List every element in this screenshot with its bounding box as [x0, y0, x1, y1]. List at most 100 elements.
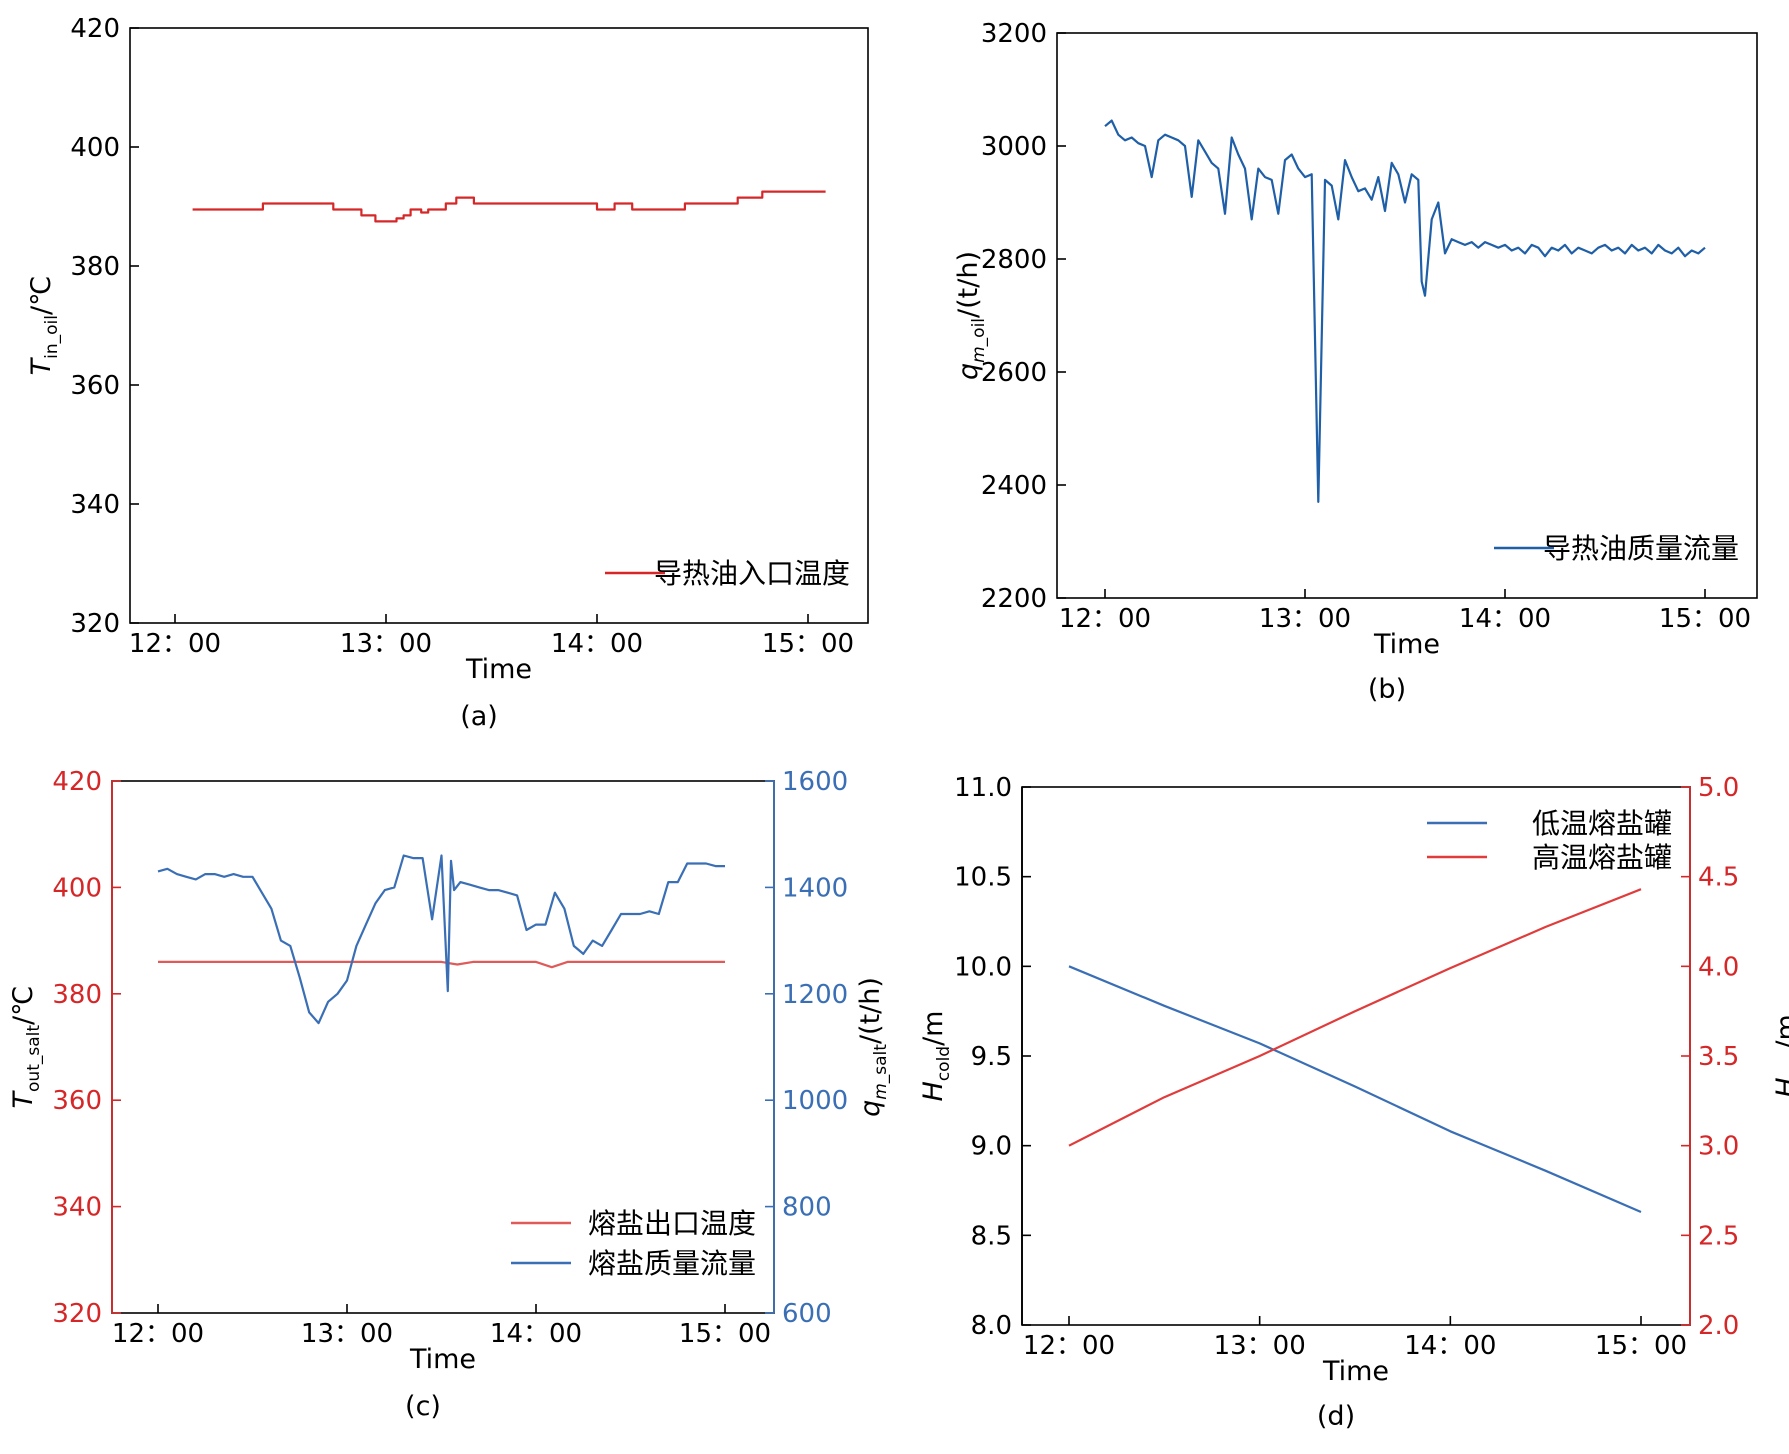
x-axis-ticks: 12：00 13：00 14：00 15：00: [1059, 589, 1751, 634]
x-axis-ticks: 12：00 13：00 14：00 15：00: [1023, 1316, 1687, 1361]
y-tick-label: 380: [52, 980, 102, 1010]
y-tick-label: 8.0: [971, 1311, 1012, 1341]
legend-label-2: 熔盐质量流量: [588, 1247, 756, 1280]
y-tick-label: 2600: [981, 358, 1047, 388]
axis-title-subscript: out_salt: [24, 1025, 44, 1092]
x-axis-title: Time: [1322, 1356, 1389, 1387]
x-axis-title: Time: [1373, 629, 1440, 660]
x-axis-ticks: 12：00 13：00 14：00 15：00: [129, 614, 854, 659]
y-tick-label-right: 4.5: [1698, 863, 1739, 893]
x-tick-label: 13：00: [1214, 1331, 1306, 1361]
axis-title-unit: /m: [918, 1011, 949, 1046]
chart-panel-3: 12：00 13：00 14：00 15：00 Time 320 340 360 380 400 4…: [8, 767, 891, 1422]
y-tick-label: 400: [70, 133, 120, 163]
series-line-1: [1068, 965, 1642, 1214]
y-tick-label: 380: [70, 252, 120, 282]
axis-title-unit: /(t/h): [855, 977, 886, 1044]
y-tick-label: 3200: [981, 19, 1047, 49]
axis-title-symbol: T: [26, 356, 57, 375]
axis-title-symbol: H: [918, 1081, 949, 1101]
chart-panel-4: 12：00 13：00 14：00 15：00 Time 8.0 8.5 9.0 9.5 10.0…: [918, 773, 1789, 1432]
plot-frame: [129, 27, 869, 624]
x-tick-label: 15：00: [679, 1319, 771, 1349]
axis-title-unit: /℃: [26, 276, 57, 315]
axis-title-unit: /℃: [8, 986, 39, 1025]
y-tick-label: 360: [70, 371, 120, 401]
axis-title-symbol: T: [8, 1089, 39, 1108]
y-tick-label: 420: [52, 767, 102, 797]
x-axis-title: Time: [465, 654, 532, 685]
axis-title-symbol: H: [1771, 1077, 1789, 1097]
series-line-2: [1068, 888, 1642, 1147]
x-tick-label: 13：00: [1259, 604, 1351, 634]
y-tick-label: 9.5: [971, 1042, 1012, 1072]
y-tick-label: 9.0: [971, 1132, 1012, 1162]
legend: 导热油入口温度: [605, 557, 850, 590]
y-tick-label-right: 3.0: [1698, 1132, 1739, 1162]
legend-label-1: 导热油质量流量: [1543, 532, 1739, 565]
x-tick-label: 15：00: [1595, 1331, 1687, 1361]
y-tick-label: 11.0: [954, 773, 1012, 803]
y-tick-label-right: 1400: [782, 873, 848, 903]
y-tick-label-right: 4.0: [1698, 952, 1739, 982]
axis-title-unit: /m: [1771, 1014, 1789, 1049]
axis-title-symbol: q: [855, 1100, 886, 1117]
y-tick-label: 340: [52, 1193, 102, 1223]
axis-title-subscript-2: _oil: [969, 318, 989, 347]
panel-label: (b): [1368, 674, 1406, 705]
y-axis-left-ticks: 320 340 360 380 400 420: [70, 14, 139, 639]
y-tick-label-right: 3.5: [1698, 1042, 1739, 1072]
y-axis-left-title: Hcold/m: [918, 1011, 954, 1102]
y-tick-label-right: 600: [782, 1299, 832, 1329]
y-axis-right-ticks: 2.0 2.5 3.0 3.5 4.0 4.5 5.0: [1681, 773, 1739, 1341]
axis-title-subscript-2: _salt: [871, 1044, 891, 1084]
y-tick-label-right: 1000: [782, 1086, 848, 1116]
y-tick-label-right: 2.5: [1698, 1221, 1739, 1251]
legend-label-2: 高温熔盐罐: [1532, 841, 1672, 874]
y-tick-label: 2800: [981, 245, 1047, 275]
x-axis-title: Time: [409, 1344, 476, 1375]
axis-title-subscript: m: [871, 1083, 891, 1100]
y-tick-label: 320: [52, 1299, 102, 1329]
y-axis-title: Tin_oil/℃: [26, 276, 62, 376]
y-tick-label-right: 2.0: [1698, 1311, 1739, 1341]
x-tick-label: 12：00: [112, 1319, 204, 1349]
x-axis-ticks: 12：00 13：00 14：00 15：00: [112, 1304, 771, 1349]
legend-label-1: 低温熔盐罐: [1532, 807, 1672, 840]
x-tick-label: 14：00: [1459, 604, 1551, 634]
series-line-2: [157, 854, 725, 1025]
panel-label: (c): [405, 1391, 441, 1422]
x-tick-label: 14：00: [1404, 1331, 1496, 1361]
x-tick-label: 13：00: [340, 629, 432, 659]
y-axis-left-ticks: 8.0 8.5 9.0 9.5 10.0 10.5 11.0: [954, 773, 1031, 1341]
chart-panel-1: 12：00 13：00 14：00 15：00 Time 320 340 360 380 400 4…: [26, 14, 869, 732]
y-tick-label: 3000: [981, 132, 1047, 162]
x-tick-label: 14：00: [551, 629, 643, 659]
legend-label-1: 熔盐出口温度: [588, 1207, 756, 1240]
axis-title-subscript: hot: [1787, 1049, 1789, 1077]
y-axis-right-title: qm_salt/(t/h): [855, 977, 891, 1117]
y-axis-right-ticks: 600 800 1000 1200 1400 1600: [765, 767, 848, 1329]
x-tick-label: 15：00: [762, 629, 854, 659]
y-tick-label: 10.5: [954, 863, 1012, 893]
axis-title-subscript: in_oil: [42, 315, 62, 359]
y-tick-label-right: 1600: [782, 767, 848, 797]
y-tick-label: 340: [70, 490, 120, 520]
x-tick-label: 13：00: [301, 1319, 393, 1349]
y-axis-left-title: Tout_salt/℃: [8, 986, 44, 1109]
series-line-1: [158, 960, 725, 969]
y-tick-label-right: 800: [782, 1193, 832, 1223]
series-line-1: [1104, 119, 1706, 503]
y-axis-title: qm_oil/(t/h): [953, 251, 989, 380]
y-tick-label: 420: [70, 14, 120, 44]
y-tick-label: 2400: [981, 471, 1047, 501]
axis-title-unit: /(t/h): [953, 251, 984, 318]
x-tick-label: 15：00: [1659, 604, 1751, 634]
y-tick-label-right: 1200: [782, 980, 848, 1010]
y-axis-left-ticks: 320 340 360 380 400 420: [52, 767, 121, 1329]
plot-frame: [1056, 32, 1758, 599]
legend-label-1: 导热油入口温度: [654, 557, 850, 590]
y-axis-left-ticks: 2200 2400 2600 2800 3000 3200: [981, 19, 1066, 614]
